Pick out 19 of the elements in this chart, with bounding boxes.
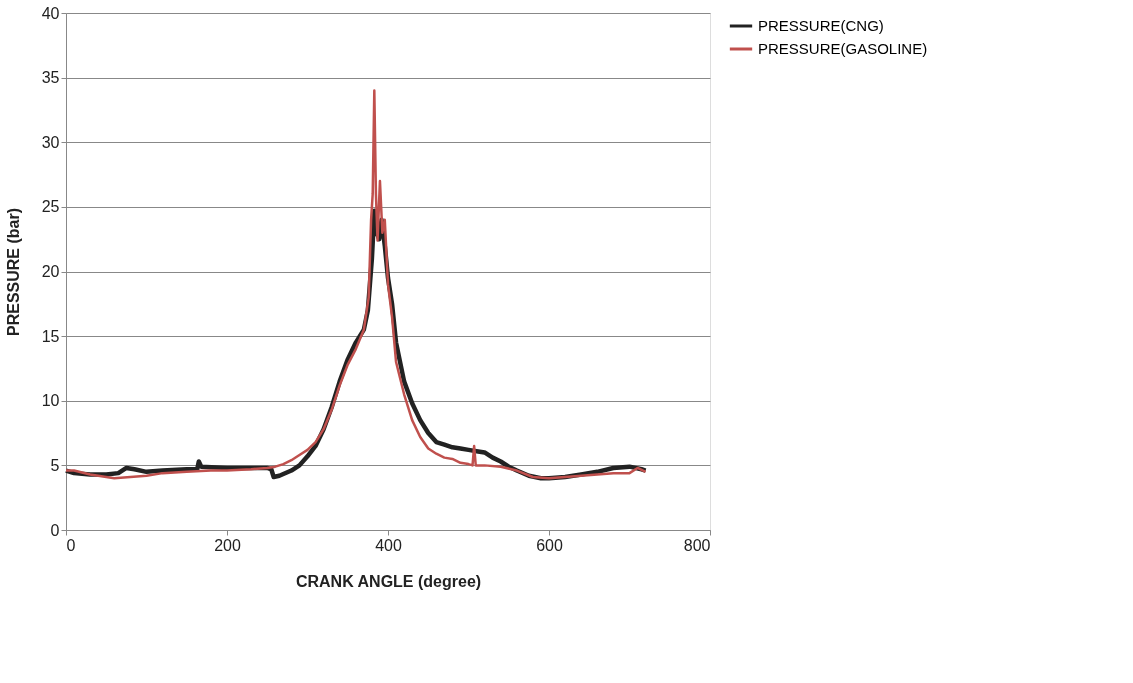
y-tick-label: 35: [41, 69, 60, 87]
y-tick-label: 5: [50, 456, 60, 474]
y-tick-label: 15: [41, 327, 60, 345]
x-tick-label: 200: [214, 536, 241, 554]
x-axis-title: CRANK ANGLE (degree): [295, 572, 482, 590]
x-tick-label: 0: [66, 536, 76, 554]
x-tick-label: 600: [536, 536, 563, 554]
x-tick-label: 800: [683, 536, 711, 554]
y-tick-label: 25: [41, 198, 60, 216]
y-tick-label: 40: [41, 4, 60, 22]
line-series: [64, 89, 647, 480]
y-tick-label: 10: [41, 392, 60, 410]
y-axis-title: PRESSURE (bar): [4, 207, 22, 337]
y-tick-label: 30: [41, 133, 60, 151]
y-tick-label: 0: [50, 521, 60, 539]
x-tick-label: 400: [375, 536, 402, 554]
legend-label: PRESSURE(GASOLINE): [758, 40, 928, 57]
legend-label: PRESSURE(CNG): [758, 17, 884, 34]
y-tick-label: 20: [41, 263, 60, 280]
